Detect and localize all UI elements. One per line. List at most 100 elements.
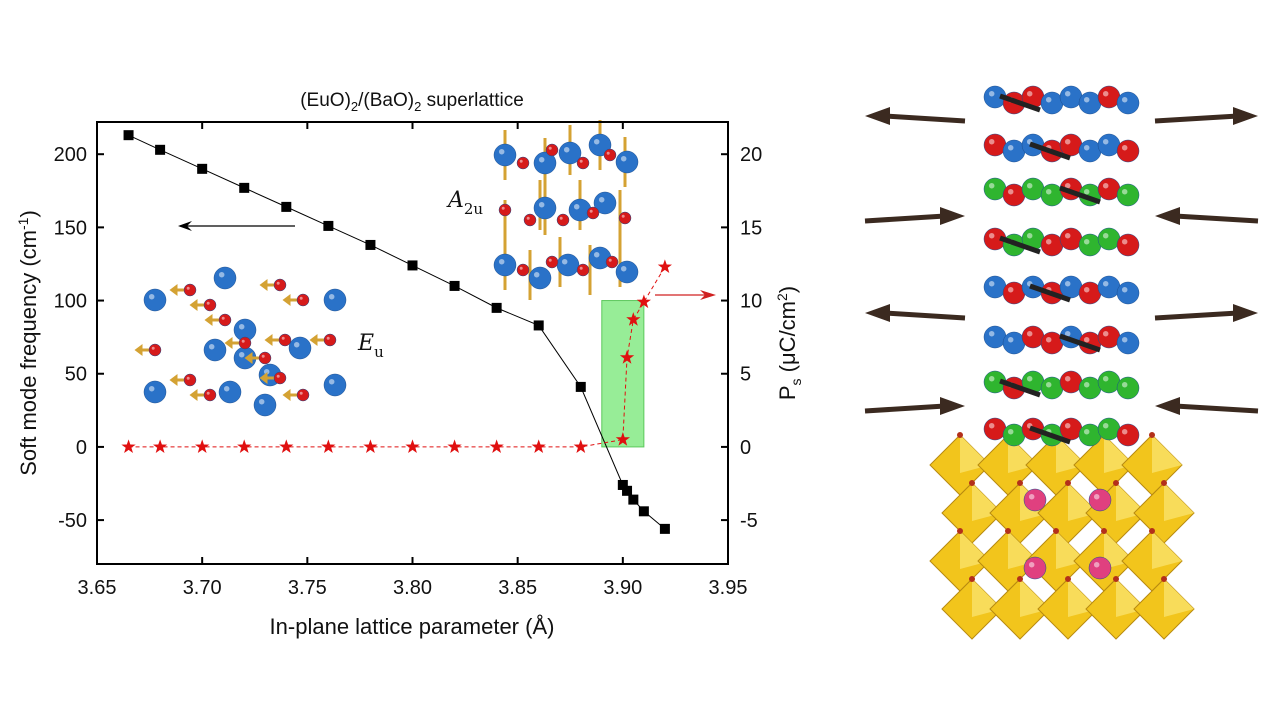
o-atom-small xyxy=(957,528,963,534)
layer-atom-highlight xyxy=(1083,96,1090,103)
layer-atom xyxy=(1116,233,1140,257)
o-atom-highlight xyxy=(186,286,190,290)
polarization-arrow xyxy=(1174,213,1259,224)
o-atom xyxy=(605,255,619,269)
o-atom xyxy=(203,298,217,312)
layer-atom-highlight xyxy=(1083,144,1090,151)
superlattice-illustration xyxy=(864,85,1259,640)
o-atom xyxy=(618,211,632,225)
o-atom-small xyxy=(1149,432,1155,438)
o-atom-small xyxy=(1065,480,1071,486)
o-atom-highlight xyxy=(281,336,285,340)
layer-atom-highlight xyxy=(1064,182,1071,189)
polarization-arrow xyxy=(864,213,946,224)
layer-atom-highlight xyxy=(988,422,995,429)
eu-atom-highlight xyxy=(593,138,600,145)
eu-atom-highlight xyxy=(538,156,545,163)
o-atom-highlight xyxy=(326,336,330,340)
o-atom-highlight xyxy=(221,316,225,320)
layer-atom xyxy=(1040,183,1064,207)
series-line xyxy=(128,266,666,448)
layer-atom-highlight xyxy=(1083,286,1090,293)
layer-atom xyxy=(1116,139,1140,163)
octahedron-face xyxy=(1164,579,1194,617)
y2-axis-label: Ps (μC/cm2) xyxy=(774,286,804,400)
polarization-arrowhead xyxy=(865,304,890,322)
o-atom xyxy=(603,148,617,162)
polarization-arrow xyxy=(1174,403,1259,414)
y-tick-label: 200 xyxy=(54,144,87,166)
layer-atom-highlight xyxy=(1121,336,1128,343)
o-atom-small xyxy=(1113,480,1119,486)
o-atom-highlight xyxy=(608,258,612,262)
eu-atom xyxy=(218,380,242,404)
layer-atom-highlight xyxy=(988,90,995,97)
o-atom xyxy=(148,343,162,357)
layer-atom-highlight xyxy=(1121,428,1128,435)
o-atom-highlight xyxy=(206,301,210,305)
data-point-star xyxy=(626,312,641,326)
layer-atom xyxy=(1002,331,1026,355)
o-atom-highlight xyxy=(621,214,625,218)
layer-atom xyxy=(1078,376,1102,400)
layer-atom xyxy=(1097,417,1121,441)
layer-atom xyxy=(1116,376,1140,400)
eu-atom xyxy=(203,338,227,362)
o-atom-highlight xyxy=(606,151,610,155)
data-point-square xyxy=(622,485,633,496)
y-tick-label: 0 xyxy=(76,437,87,459)
o-atom xyxy=(586,206,600,220)
eu-atom-highlight xyxy=(238,351,245,358)
layer-atom xyxy=(983,417,1007,441)
right-axis-arrow-head xyxy=(700,290,716,300)
octahedron-face xyxy=(1152,435,1182,473)
layer-atom xyxy=(983,177,1007,201)
o-atom-highlight xyxy=(206,391,210,395)
layer-atom xyxy=(1097,370,1121,394)
o-atom-small xyxy=(1149,528,1155,534)
data-point-star xyxy=(657,259,672,273)
displacement-arrow xyxy=(189,389,204,401)
layer-atom-highlight xyxy=(1083,238,1090,245)
layer-atom-highlight xyxy=(1064,280,1071,287)
layer-atom xyxy=(1040,91,1064,115)
a2u-mode-label: A2u xyxy=(446,188,483,218)
eu-atom-highlight xyxy=(593,251,600,258)
layer-atom-highlight xyxy=(1007,336,1014,343)
y-axis-label: Soft mode frequency (cm-1) xyxy=(15,210,41,476)
o-atom xyxy=(273,278,287,292)
x-axis-label: In-plane lattice parameter (Å) xyxy=(270,614,555,639)
o-atom xyxy=(545,143,559,157)
eu-atom-highlight xyxy=(223,385,230,392)
layer-atom-highlight xyxy=(1064,422,1071,429)
layer-atom xyxy=(1002,423,1026,447)
eu-mode-label: Eu xyxy=(357,331,384,361)
layer-atom-highlight xyxy=(1026,182,1033,189)
layer-atom-highlight xyxy=(988,280,995,287)
layer-atom xyxy=(1002,139,1026,163)
eu-atom-highlight xyxy=(563,146,570,153)
layer-atom-highlight xyxy=(988,232,995,239)
data-point-square xyxy=(123,130,134,141)
eu-atom-highlight xyxy=(293,341,300,348)
data-point-star xyxy=(531,439,546,453)
eu-atom xyxy=(558,141,582,165)
data-point-square xyxy=(617,479,628,490)
data-point-star xyxy=(619,350,635,364)
layer-atom xyxy=(1059,133,1083,157)
eu-atom-highlight xyxy=(328,378,335,385)
polarization-arrowhead xyxy=(865,107,890,125)
layer-atom-highlight xyxy=(1026,90,1033,97)
layer-atom xyxy=(1078,233,1102,257)
dipole-rod xyxy=(1059,185,1101,205)
layer-atom-highlight xyxy=(1064,232,1071,239)
layer-atom xyxy=(1097,85,1121,109)
layer-atom xyxy=(1059,227,1083,251)
o-atom xyxy=(296,293,310,307)
o-atom-highlight xyxy=(276,374,280,378)
layer-atom xyxy=(1021,177,1045,201)
eu-atom xyxy=(588,133,612,157)
eu-atom xyxy=(493,143,517,167)
data-point-square xyxy=(638,506,649,517)
layer-atom xyxy=(1021,325,1045,349)
